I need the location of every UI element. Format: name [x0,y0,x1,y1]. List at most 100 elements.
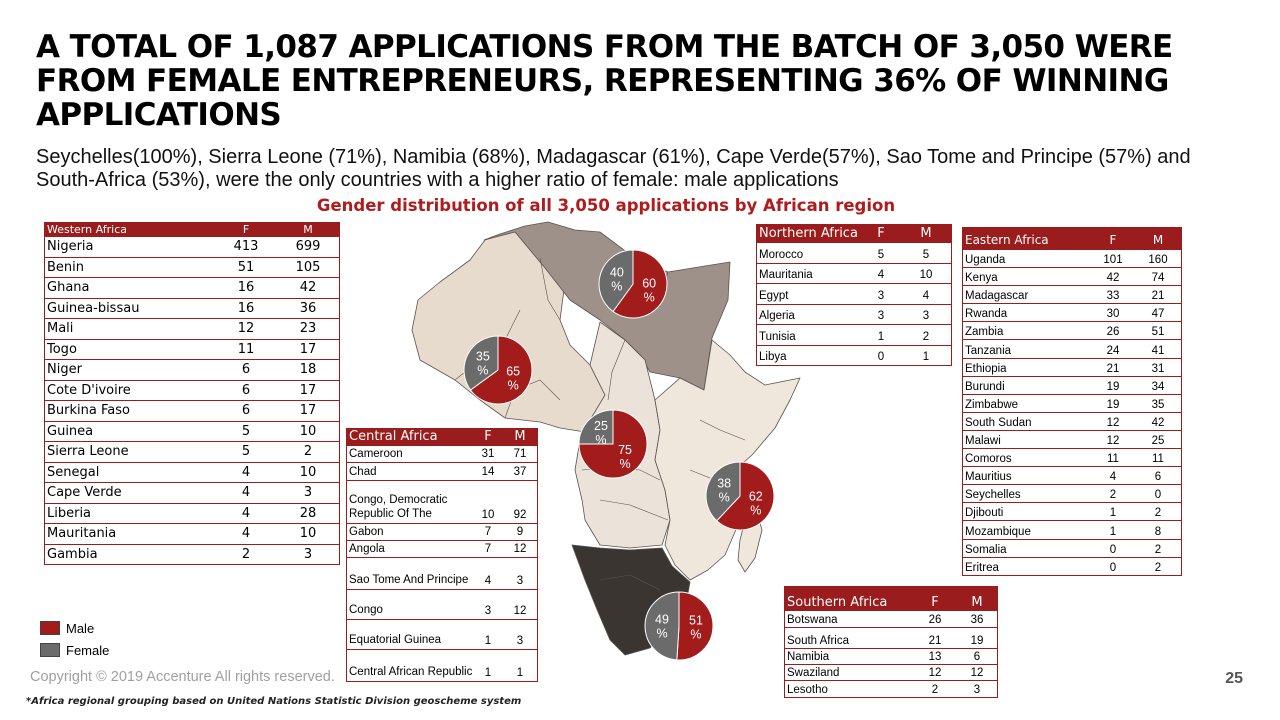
country-name: Togo [47,341,77,357]
pie-label-female: 49% [655,612,669,640]
table-row: Niger 6 18 [45,359,339,380]
table-header: Western Africa F M [45,222,339,236]
male-count: 74 [1151,272,1165,285]
male-count: 18 [299,362,317,378]
male-count: 3 [922,310,930,322]
female-count: 12 [1106,416,1120,429]
header-female: F [1109,233,1117,247]
country-name: Sao Tome And Principe [349,574,469,586]
table-row: Tanzania 24 41 [963,339,1181,357]
table-row: Namibia 13 6 [785,648,997,664]
table-row: Guinea-bissau 16 36 [45,297,339,319]
header-region: Central Africa [349,429,438,444]
female-count: 6 [241,403,251,419]
table-row: Mauritania 4 10 [45,523,339,544]
country-name: Seychelles [965,489,1021,502]
country-name: Niger [47,362,82,378]
header-male: M [303,222,313,236]
central-africa-table: Central Africa F M Cameroon 31 71 Chad 14 37 C… [346,428,538,682]
legend: Male Female [40,617,109,661]
header-male: M [971,594,983,610]
female-count: 12 [1106,435,1120,448]
pie-eastern-africa: 62 % 38% [705,461,775,531]
pie-label-male: 75% [618,443,632,471]
male-count: 11 [1152,453,1164,466]
pie-label-male: 60% [642,276,656,304]
table-row: Mozambique 1 8 [963,520,1181,538]
female-count: 21 [928,635,942,647]
female-count: 1 [877,330,885,343]
country-name: Botswana [787,614,838,626]
country-name: Burkina Faso [47,403,130,419]
header-female: F [484,429,492,444]
female-count: 5 [877,248,885,261]
header-female: F [877,225,885,241]
table-row: Comoros 11 11 [963,448,1181,466]
female-count: 4 [1109,471,1117,484]
country-name: Uganda [965,254,1006,267]
female-count: 51 [237,259,255,275]
country-name: Egypt [759,289,789,302]
table-header: Southern Africa F M [785,586,997,610]
pie-slice-male [612,249,668,319]
country-name: Mali [47,321,74,337]
male-count: 10 [919,269,933,281]
male-count: 3 [973,684,981,696]
page-number: 25 [1225,670,1243,687]
table-row: Sao Tome And Principe 4 3 [347,557,537,589]
female-count: 26 [928,614,942,626]
female-count: 11 [1107,453,1119,466]
border-line [599,574,661,591]
table-row: Congo, Democratic Republic Of The 10 92 [347,480,537,523]
male-count: 105 [295,259,321,275]
female-count: 11 [237,341,255,357]
female-count: 16 [237,300,255,316]
border-line [599,499,669,521]
country-name: Mozambique [965,525,1031,538]
table-row: Cape Verde 4 3 [45,482,339,503]
pie-slice-female [463,335,499,391]
female-count: 1 [1109,525,1117,538]
pie-northern-africa: 60 % 40% [598,249,668,319]
header-male: M [1152,233,1164,247]
country-name: Algeria [759,310,795,322]
male-count: 8 [1154,525,1162,538]
male-count: 36 [970,614,984,626]
country-name: Liberia [47,505,92,521]
female-count: 2 [241,546,251,562]
copyright: Copyright © 2019 Accenture All rights re… [30,669,335,685]
legend-swatch-male [40,621,60,635]
table-row: Kenya 42 74 [963,267,1181,285]
female-count: 30 [1106,308,1120,321]
pie-label-female: 25% [594,419,608,447]
male-count: 5 [922,248,930,261]
female-count: 2 [1109,489,1117,502]
pie-charts: 60 % 40 % 65 % 35 % 75 % 25 % 62 % 38 % 51 % 49% [463,249,775,661]
country-name: Tanzania [965,344,1012,357]
eastern-africa-table: Eastern Africa F M Uganda 101 160 Kenya 42 74… [962,227,1182,576]
male-count: 31 [1151,362,1165,375]
table-row: Zambia 26 51 [963,321,1181,339]
female-count: 5 [241,423,251,439]
table-row: Burkina Faso 6 17 [45,400,339,421]
female-count: 42 [1106,272,1120,285]
table-row: South Sudan 12 42 [963,411,1181,430]
male-count: 4 [922,289,930,302]
northern-africa-table: Northern Africa F M Morocco 5 5 Mauritania 4… [756,224,952,366]
header-female: F [242,222,250,236]
male-count: 2 [1154,543,1162,556]
country-name: Djibouti [965,507,1004,520]
table-row: Central African Republic 1 1 [347,649,537,681]
female-count: 31 [481,448,495,460]
header-male: M [514,429,526,444]
country-name: Madagascar [965,290,1029,303]
female-count: 4 [241,526,251,542]
female-count: 12 [928,667,942,679]
country-name: Ethiopia [965,362,1007,375]
table-row: Cameroon 31 71 [347,445,537,462]
female-count: 7 [484,543,492,555]
male-count: 37 [513,466,527,478]
female-count: 26 [1106,326,1120,339]
table-row: Ethiopia 21 31 [963,357,1181,376]
